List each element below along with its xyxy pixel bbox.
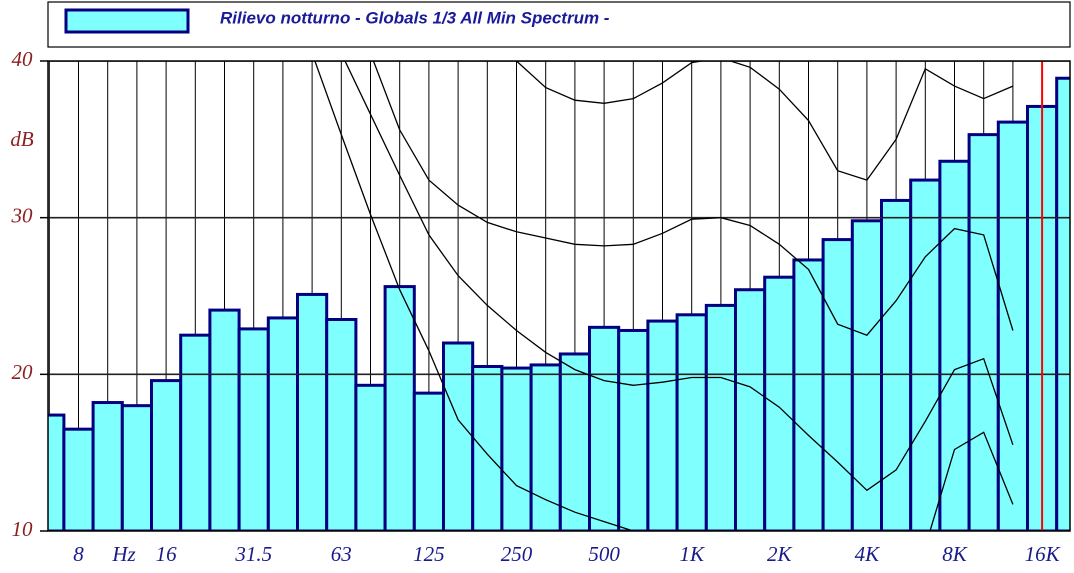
x-tick-label: 2K [767,542,793,566]
x-tick-label: 500 [588,542,620,566]
x-tick-label: 16K [1025,542,1061,566]
bar [734,288,767,531]
reference-curve [344,61,1014,492]
x-tick-label: 125 [413,542,445,566]
bar [646,319,679,531]
x-tick-label: 63 [331,542,352,566]
reference-curve [314,61,1014,531]
bar [763,275,796,531]
x-tick-label: 8 [73,542,84,566]
bar [471,365,504,531]
reference-curve [515,61,1014,181]
x-tick-label: 250 [501,542,533,566]
bar [588,325,621,531]
bar [704,303,737,531]
bar [500,366,533,531]
bar [150,379,183,531]
x-unit: Hz [111,542,135,566]
bar [48,413,66,531]
bar [296,292,329,531]
legend-label: Rilievo notturno - Globals 1/3 All Min S… [220,8,610,27]
y-unit: dB [10,127,34,151]
x-tick-label: 31.5 [234,542,272,566]
legend-box [47,1,1071,48]
y-tick-label: 20 [12,360,34,384]
bar [91,401,124,531]
bar [266,316,299,531]
bar [62,427,95,531]
bar [120,404,154,531]
bar [208,308,241,531]
bar [383,285,416,531]
bar [967,133,1000,531]
bar [617,328,650,531]
bar [179,333,212,531]
x-tick-label: 1K [679,542,705,566]
bar [325,318,358,531]
bar [792,258,825,531]
bar [938,159,971,531]
bar [880,198,913,531]
bar [529,363,562,531]
reference-curve [372,61,1014,336]
x-tick-label: 8K [942,542,968,566]
bar [909,178,942,531]
bar [821,238,854,531]
x-tick-label: 4K [855,542,881,566]
bar [354,383,387,531]
y-tick-label: 10 [12,517,34,541]
plot-area [48,61,1070,531]
bar [850,219,883,531]
plot-border [47,60,1071,532]
x-tick-label: 16 [156,542,178,566]
bar [1055,76,1070,531]
y-tick-label: 30 [11,203,34,227]
bar [996,120,1029,531]
bar [675,313,708,531]
y-tick-label: 40 [12,47,34,71]
bar [442,341,475,531]
bar [558,352,591,531]
bar [412,391,445,531]
bar [237,327,270,531]
legend-swatch [64,8,190,34]
